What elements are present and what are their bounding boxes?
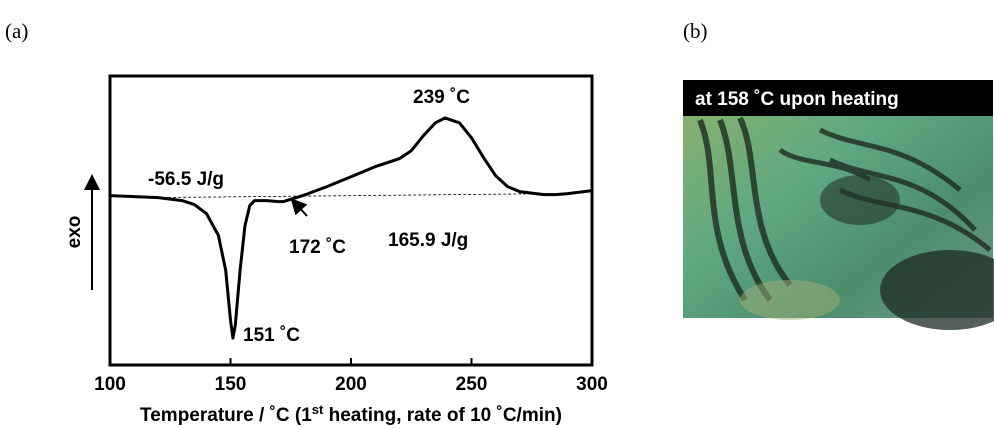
x-tick-label: 200	[335, 374, 367, 395]
panel-label: (a)	[5, 19, 28, 43]
annotation: 151 ˚C	[243, 325, 300, 346]
plot-frame	[108, 74, 594, 367]
x-axis-label: Temperature / ˚C (1st heating, rate of 1…	[140, 402, 562, 426]
annotation: -56.5 J/g	[148, 169, 224, 190]
x-tick-label: 100	[94, 374, 126, 395]
annotation-arrow	[290, 198, 308, 217]
x-tick-label: 250	[456, 374, 488, 395]
annotation: 172 ˚C	[289, 237, 346, 258]
annotation: 165.9 J/g	[388, 230, 468, 251]
x-axis-label-sup: st	[312, 402, 324, 417]
annotation: 239 ˚C	[413, 87, 470, 108]
x-axis-label-part: heating, rate of 10 ˚C/min)	[323, 405, 562, 426]
image-caption: at 158 ˚C upon heating	[695, 89, 899, 110]
panel-label: (b)	[683, 19, 708, 43]
x-axis-label-part: Temperature / ˚C (1	[140, 405, 312, 426]
dsc-curve	[109, 116, 593, 340]
y-axis-label: exo	[64, 216, 85, 249]
x-tick-label: 150	[215, 374, 247, 395]
x-tick-label: 300	[576, 374, 608, 395]
baseline	[158, 193, 556, 198]
micrograph: at 158 ˚C upon heating	[683, 80, 994, 330]
